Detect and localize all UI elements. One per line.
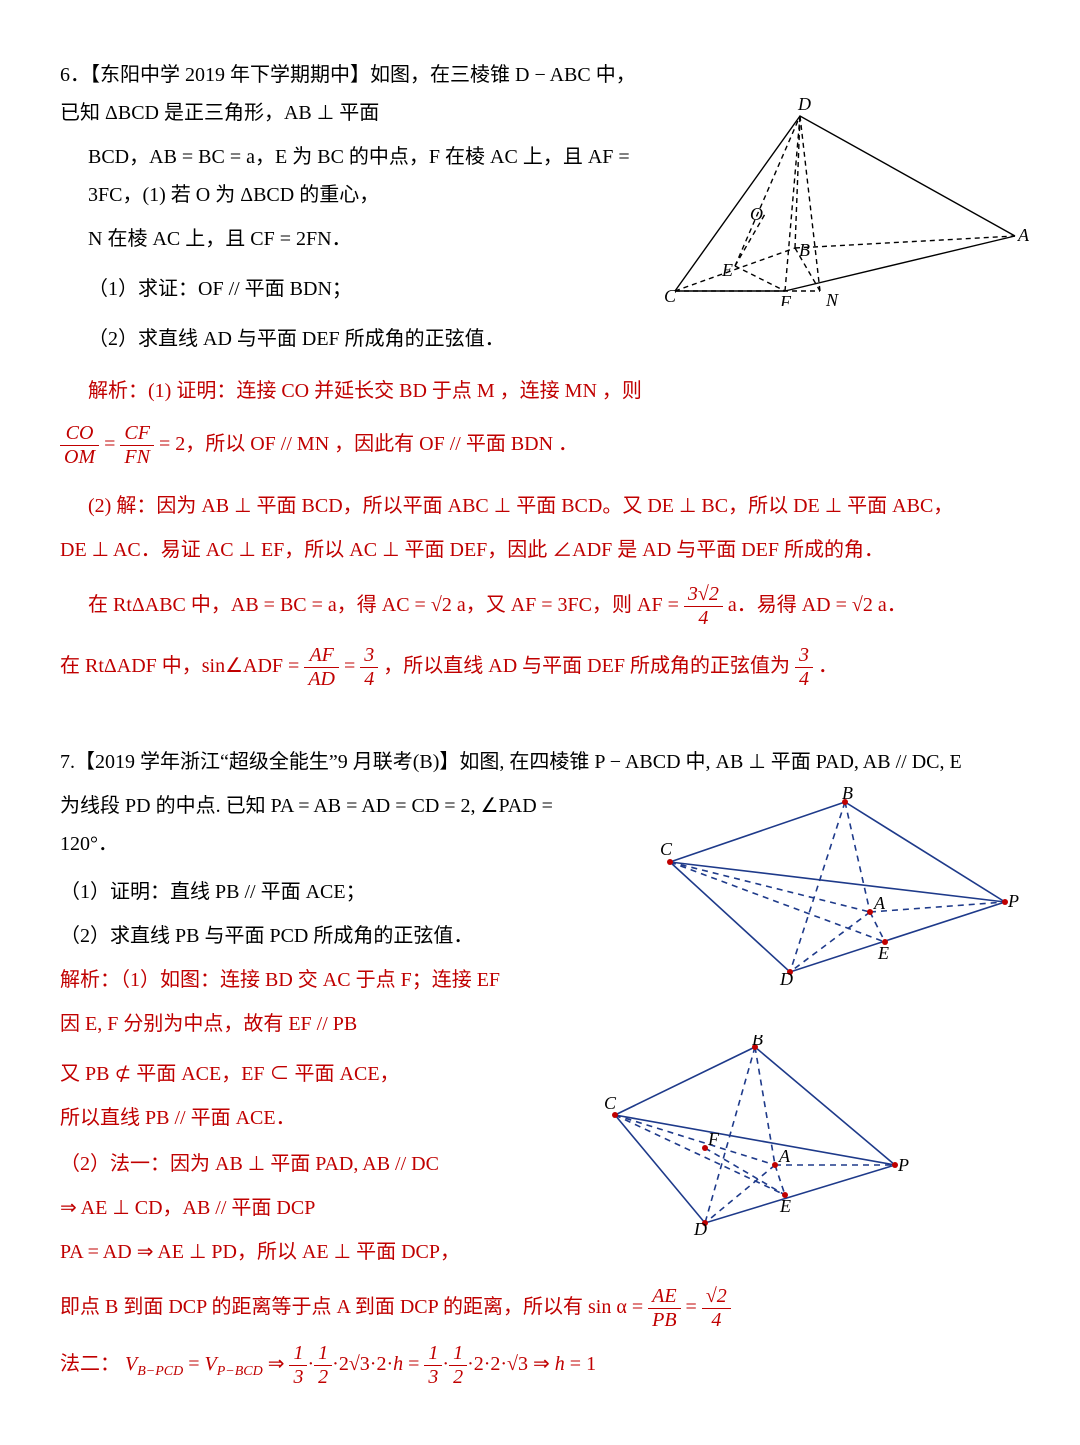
fig7a-D: D	[779, 969, 793, 987]
fig6-label-D: D	[797, 96, 811, 114]
fig7b-C: C	[604, 1093, 617, 1113]
fig7a-P: P	[1007, 891, 1019, 911]
p6-s2a: (2) 解：因为 AB ⊥ 平面 BCD，所以平面 ABC ⊥ 平面 BCD。又…	[60, 487, 1020, 525]
p7-s2d: 即点 B 到面 DCP 的距离等于点 A 到面 DCP 的距离，所以有 sin …	[60, 1285, 1020, 1332]
fig7a-A: A	[873, 893, 886, 913]
fig6-label-O: O	[750, 204, 763, 224]
fig7b-F: F	[707, 1129, 720, 1149]
fig7a-C: C	[660, 839, 673, 859]
p6-s1a: 解析：(1) 证明：连接 CO 并延长交 BD 于点 M ，连接 MN ，则	[60, 372, 1020, 410]
fig7b-A: A	[778, 1146, 791, 1166]
p6-s2d: 在 RtΔADF 中，sin∠ADF = AFAD = 34 ，所以直线 AD …	[60, 644, 1020, 691]
p6-s2b: DE ⊥ AC．易证 AC ⊥ EF，所以 AC ⊥ 平面 DEF，因此 ∠AD…	[60, 531, 1020, 569]
fig7a-B: B	[842, 787, 853, 803]
p7-s2c: PA = AD ⇒ AE ⊥ PD，所以 AE ⊥ 平面 DCP，	[60, 1233, 1020, 1271]
p6-s2c-post: a．易得 AD = √2 a．	[728, 594, 907, 616]
fig6-label-A: A	[1017, 225, 1030, 245]
fig7b-B: B	[752, 1035, 763, 1049]
problem-6-figure: D A C B E F N O	[650, 96, 1030, 306]
p6-q2: （2）求直线 AD 与平面 DEF 所成角的正弦值．	[60, 320, 1020, 358]
fig6-label-N: N	[825, 290, 839, 306]
p6-s2c-pre: 在 RtΔABC 中，AB = BC = a，得 AC = √2 a，又 AF …	[88, 594, 684, 616]
fig6-label-F: F	[779, 292, 792, 306]
problem-7-figure-1: C B P D A E	[620, 787, 1020, 987]
p6-s1b: COOM = CFFN = 2，所以 OF // MN ，因此有 OF // 平…	[60, 422, 1020, 469]
p7-head-1: 7.【2019 学年浙江“超级全能生”9 月联考(B)】如图, 在四棱锥 P −…	[60, 743, 1020, 781]
fig6-label-E: E	[721, 260, 733, 280]
fig7b-D: D	[693, 1219, 707, 1235]
fig7b-E: E	[779, 1196, 791, 1216]
p6-s1b-after: ，所以 OF // MN ，因此有 OF // 平面 BDN ．	[185, 433, 578, 455]
p7-s2d-pre: 即点 B 到面 DCP 的距离等于点 A 到面 DCP 的距离，所以有 sin …	[60, 1296, 648, 1318]
p6-s2d-end: ．	[818, 655, 838, 677]
p6-s2d-mid: ，所以直线 AD 与平面 DEF 所成角的正弦值为	[383, 655, 790, 677]
problem-6: D A C B E F N O 6．【东阳中学 2019 年下学期期中】如图，在…	[60, 56, 1020, 410]
fig7a-E: E	[877, 943, 889, 963]
p7-s2e-pre: 法二：	[60, 1353, 120, 1375]
p7-s2e: 法二： VB−PCD = VP−BCD ⇒ 13·12·2√3·2·h = 13…	[60, 1342, 1020, 1389]
p6-s2c: 在 RtΔABC 中，AB = BC = a，得 AC = √2 a，又 AF …	[60, 583, 1020, 630]
p6-s2d-pre: 在 RtΔADF 中，sin∠ADF =	[60, 655, 304, 677]
fig7b-P: P	[897, 1155, 909, 1175]
problem-7-figure-2: C B P D A E F	[580, 1035, 910, 1235]
fig6-label-C: C	[664, 286, 677, 306]
fig6-label-B: B	[799, 240, 810, 260]
problem-7: 7.【2019 学年浙江“超级全能生”9 月联考(B)】如图, 在四棱锥 P −…	[60, 743, 1020, 1389]
